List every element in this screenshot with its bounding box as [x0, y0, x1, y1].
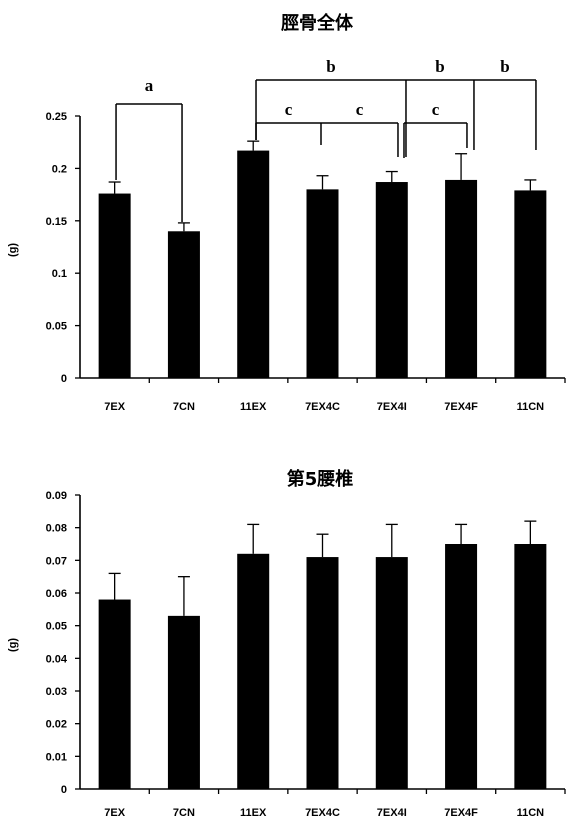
- category-label: 7EX4C: [305, 401, 340, 413]
- y-tick-label: 0.05: [46, 621, 67, 633]
- y-tick-label: 0.08: [46, 523, 67, 535]
- y-tick-label: 0.02: [46, 719, 67, 731]
- y-tick-label: 0.03: [46, 686, 67, 698]
- category-label: 11EX: [240, 807, 267, 819]
- y-tick-label: 0.01: [46, 751, 67, 763]
- y-axis-label: (g): [7, 638, 19, 652]
- chart-title: 脛骨全体: [281, 12, 354, 34]
- chart-title: 第5腰椎: [287, 468, 354, 490]
- bar-7CN: [167, 615, 200, 789]
- bar-7EX4F: [445, 544, 478, 789]
- significance-label: b: [435, 57, 444, 76]
- bar-7EX4F: [445, 179, 478, 378]
- y-tick-label: 0.2: [52, 163, 67, 175]
- category-label: 11CN: [517, 401, 545, 413]
- bar-11CN: [514, 190, 547, 378]
- significance-label: a: [145, 76, 154, 95]
- chart-lumbar: 第5腰椎 (g) 7EX 7CN 11EX 7EX4C 7EX4I 7EX4F 11CN 0 0.0…: [7, 468, 566, 819]
- significance-label: c: [356, 100, 364, 119]
- category-label: 7EX: [104, 807, 125, 819]
- y-tick-label: 0: [61, 373, 67, 385]
- category-label: 7EX: [104, 401, 125, 413]
- y-tick-label: 0.07: [46, 555, 67, 567]
- chart-tibia: 脛骨全体 (g) 7EX 7CN 11EX 7EX4C 7EX4I 7EX4F 11CN 0 0.0…: [7, 12, 566, 413]
- y-tick-label: 0.06: [46, 588, 67, 600]
- bar-7EX: [98, 599, 131, 789]
- category-label: 7CN: [173, 807, 195, 819]
- bar-7EX4C: [306, 189, 339, 378]
- y-tick-label: 0: [61, 784, 67, 796]
- y-tick-label: 0.05: [46, 321, 67, 333]
- significance-label: c: [285, 100, 293, 119]
- category-label: 7EX4I: [377, 401, 407, 413]
- category-label: 7EX4F: [444, 401, 478, 413]
- bar-11EX: [237, 150, 270, 378]
- category-label: 11CN: [517, 807, 545, 819]
- category-label: 11EX: [240, 401, 267, 413]
- y-tick-label: 0.1: [52, 268, 67, 280]
- category-label: 7EX4C: [305, 807, 340, 819]
- category-label: 7EX4I: [377, 807, 407, 819]
- bar-11EX: [237, 553, 270, 789]
- category-label: 7EX4F: [444, 807, 478, 819]
- bar-7EX: [98, 193, 131, 378]
- y-tick-label: 0.04: [46, 653, 68, 665]
- significance-label: c: [432, 100, 440, 119]
- bar-7EX4I: [375, 182, 408, 378]
- y-axis-label: (g): [7, 243, 19, 257]
- category-label: 7CN: [173, 401, 195, 413]
- bar-7EX4I: [375, 557, 408, 789]
- bar-11CN: [514, 544, 547, 789]
- y-tick-label: 0.25: [46, 111, 67, 123]
- bar-7CN: [167, 231, 200, 378]
- y-tick-label: 0.09: [46, 490, 67, 502]
- significance-label: b: [326, 57, 335, 76]
- significance-label: b: [500, 57, 509, 76]
- y-tick-label: 0.15: [46, 216, 67, 228]
- bar-7EX4C: [306, 557, 339, 789]
